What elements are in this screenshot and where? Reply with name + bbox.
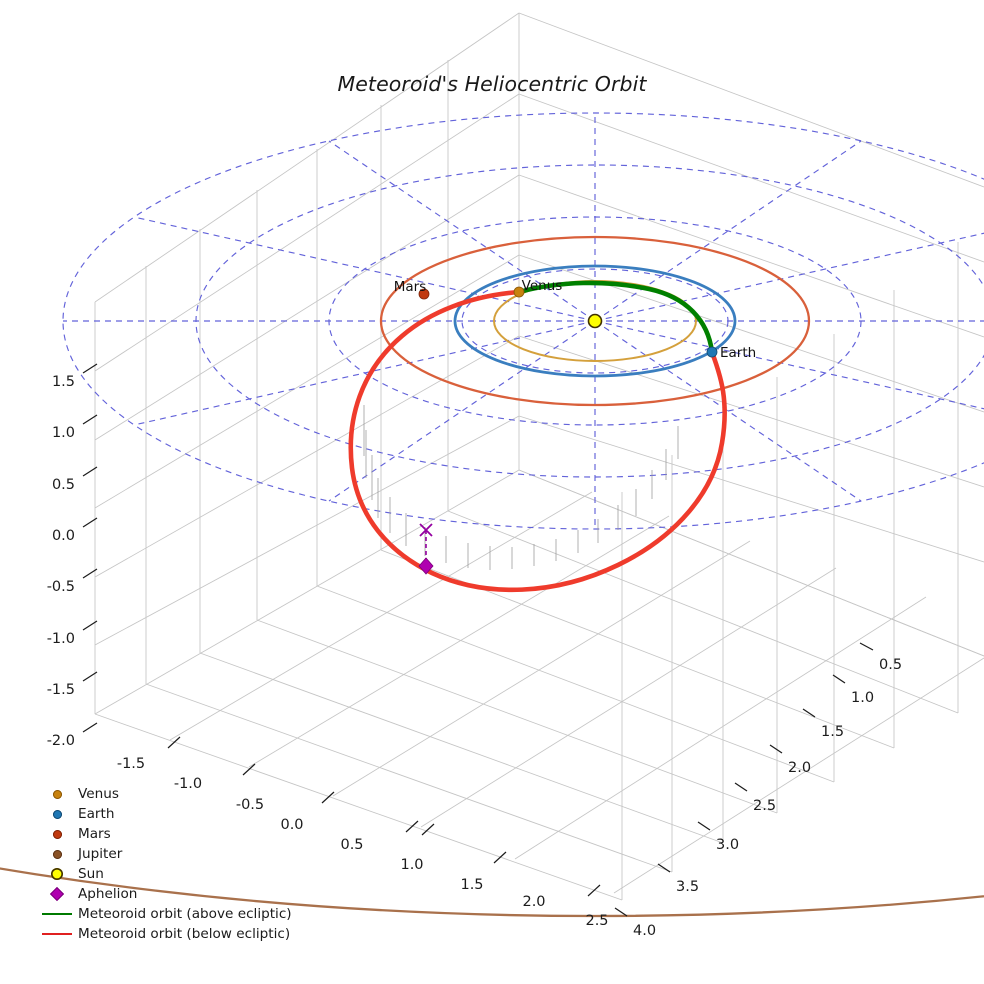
- earth-marker: [706, 346, 718, 358]
- legend-label: Meteoroid orbit (above ecliptic): [78, 906, 292, 922]
- legend-item-meteoroid-above[interactable]: Meteoroid orbit (above ecliptic): [36, 904, 292, 924]
- sun-dot-icon: [36, 868, 78, 880]
- z-tick: 0.5: [52, 477, 75, 493]
- x-tick: 2.0: [522, 894, 545, 910]
- legend-label: Aphelion: [78, 886, 138, 902]
- y-tick: 4.0: [633, 923, 656, 939]
- x-tick: 1.5: [460, 877, 483, 893]
- y-tick: 3.5: [676, 879, 699, 895]
- legend-item-earth[interactable]: Earth: [36, 804, 292, 824]
- legend-item-venus[interactable]: Venus: [36, 784, 292, 804]
- x-tick: 0.0: [280, 817, 303, 833]
- legend-label: Earth: [78, 806, 115, 822]
- legend-item-aphelion[interactable]: Aphelion: [36, 884, 292, 904]
- aphelion-diamond-icon: [36, 886, 78, 902]
- red-line-icon: [36, 933, 78, 935]
- earth-dot-icon: [36, 809, 78, 819]
- x-tick: -1.5: [117, 756, 145, 772]
- z-tick: 0.0: [52, 528, 75, 544]
- z-tick: 1.5: [52, 374, 75, 390]
- x-axis: -1.5 -1.0 -0.5 0.0 0.5 1.0 1.5 2.0 2.5: [117, 736, 609, 929]
- venus-label: Venus: [522, 278, 563, 294]
- meteoroid-orbit-below: [348, 289, 727, 593]
- y-tick: 2.5: [753, 798, 776, 814]
- x-tick: 0.5: [340, 837, 363, 853]
- earth-label: Earth: [720, 345, 756, 361]
- legend: Venus Earth Mars Jupiter Sun Aphelion Me…: [36, 784, 292, 944]
- legend-item-meteoroid-below[interactable]: Meteoroid orbit (below ecliptic): [36, 924, 292, 944]
- meteoroid-orbit-above: [516, 280, 715, 355]
- jupiter-orbit: [0, 867, 984, 917]
- y-tick: 3.0: [716, 837, 739, 853]
- mars-orbit: [379, 235, 811, 407]
- jupiter-dot-icon: [36, 849, 78, 859]
- y-tick: 1.0: [851, 690, 874, 706]
- z-tick: -2.0: [47, 733, 75, 749]
- x-tick: -0.5: [236, 797, 264, 813]
- y-axis: 0.5 1.0 1.5 2.0 2.5 3.0 3.5 4.0: [614, 642, 902, 939]
- z-axis: 1.5 1.0 0.5 0.0 -0.5 -1.0 -1.5 -2.0: [47, 363, 98, 749]
- y-tick: 2.0: [788, 760, 811, 776]
- legend-item-jupiter[interactable]: Jupiter: [36, 844, 292, 864]
- sun-marker: [587, 313, 603, 329]
- aphelion-marker: [418, 557, 434, 575]
- legend-label: Sun: [78, 866, 104, 882]
- x-tick: 2.5: [585, 913, 608, 929]
- legend-label: Meteoroid orbit (below ecliptic): [78, 926, 291, 942]
- earth-orbit: [453, 264, 737, 378]
- green-line-icon: [36, 913, 78, 915]
- z-tick: -0.5: [47, 579, 75, 595]
- legend-label: Jupiter: [78, 846, 123, 862]
- x-tick: 1.0: [400, 857, 423, 873]
- x-tick: -1.0: [174, 776, 202, 792]
- page-title: Meteoroid's Heliocentric Orbit: [337, 72, 647, 96]
- z-tick: 1.0: [52, 425, 75, 441]
- box-grid: [94, 12, 984, 901]
- legend-item-mars[interactable]: Mars: [36, 824, 292, 844]
- venus-dot-icon: [36, 789, 78, 799]
- z-tick: -1.5: [47, 682, 75, 698]
- meteoroid-droplines: [363, 405, 679, 570]
- y-tick: 1.5: [821, 724, 844, 740]
- y-tick: 0.5: [879, 657, 902, 673]
- mars-dot-icon: [36, 829, 78, 839]
- legend-label: Venus: [78, 786, 119, 802]
- legend-label: Mars: [78, 826, 111, 842]
- z-tick: -1.0: [47, 631, 75, 647]
- venus-marker: [513, 286, 525, 298]
- mars-marker: [418, 288, 430, 300]
- legend-item-sun[interactable]: Sun: [36, 864, 292, 884]
- polar-grid: [62, 112, 984, 530]
- mars-label: Mars: [394, 279, 427, 295]
